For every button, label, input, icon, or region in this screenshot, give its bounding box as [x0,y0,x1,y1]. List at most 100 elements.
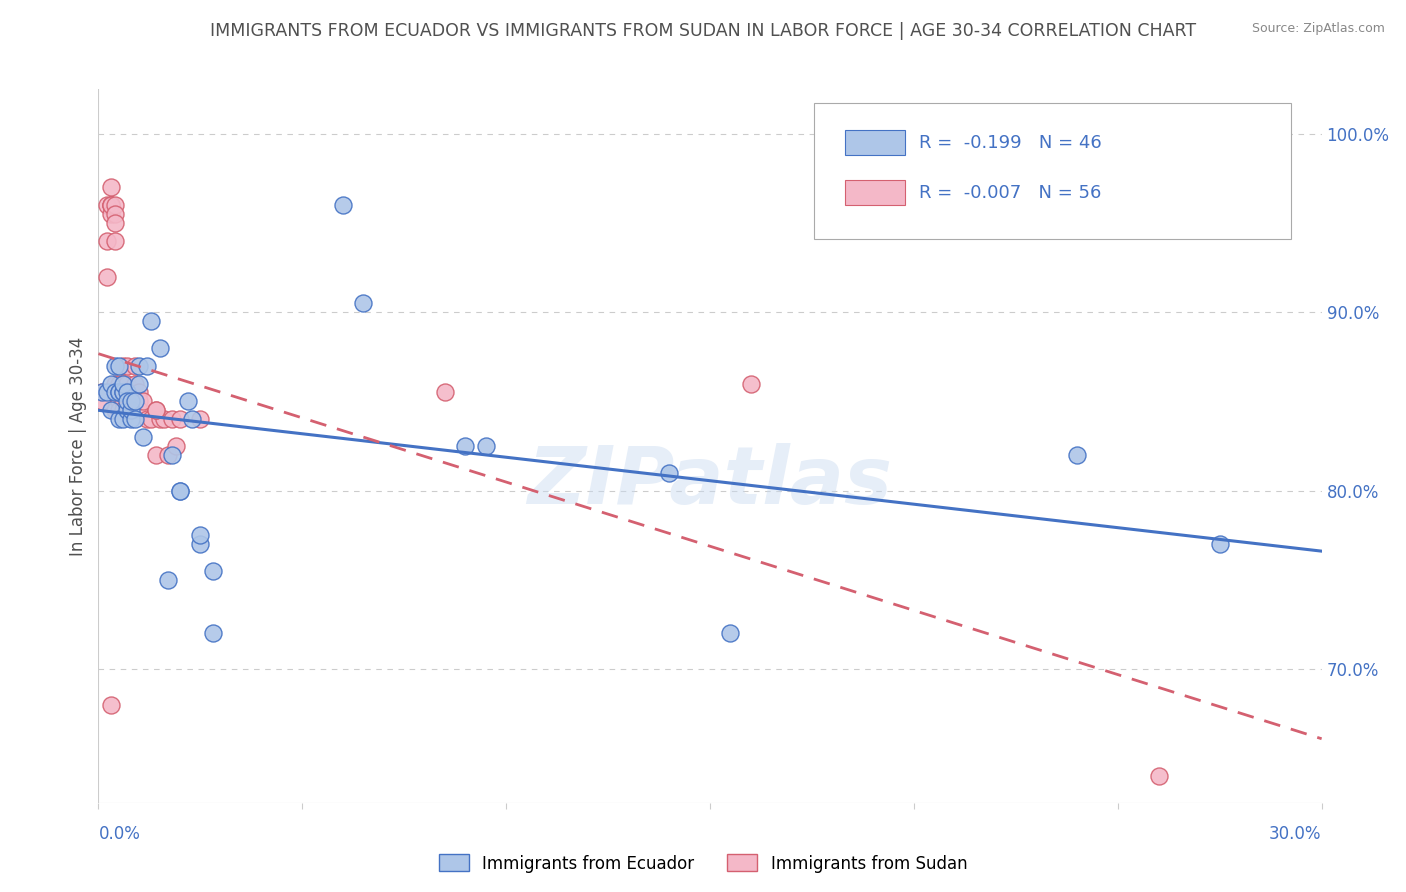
Point [104,359,127,373]
Point [111,385,134,400]
Point [115,376,138,391]
Point [104,198,127,212]
Point [152,412,174,426]
Point [111,412,134,426]
Point [108,403,131,417]
Point [141,412,163,426]
Point [128,394,150,409]
Point [474,439,498,453]
Point [160,448,183,462]
Point [188,537,212,551]
Point [120,403,142,417]
Point [120,394,142,409]
Point [100,376,122,391]
Point [201,564,224,578]
Point [128,376,150,391]
Point [115,385,138,400]
Point [740,376,762,391]
Point [145,403,167,417]
Point [100,698,122,712]
Point [115,359,138,373]
Text: R =  -0.199   N = 46: R = -0.199 N = 46 [920,134,1102,152]
Point [128,359,150,373]
Y-axis label: In Labor Force | Age 30-34: In Labor Force | Age 30-34 [69,336,87,556]
Point [145,403,167,417]
Bar [845,130,904,155]
Point [96,269,118,284]
Point [91,385,114,400]
Point [104,234,127,248]
Text: ZIPatlas: ZIPatlas [527,442,893,521]
Point [136,412,159,426]
Point [104,385,127,400]
Text: IMMIGRANTS FROM ECUADOR VS IMMIGRANTS FROM SUDAN IN LABOR FORCE | AGE 30-34 CORR: IMMIGRANTS FROM ECUADOR VS IMMIGRANTS FR… [209,22,1197,40]
FancyBboxPatch shape [814,103,1291,239]
Point [169,483,191,498]
Point [108,376,131,391]
Point [111,385,134,400]
Point [165,439,187,453]
Point [108,385,131,400]
Point [128,385,150,400]
Point [434,385,457,400]
Point [96,234,118,248]
Point [111,394,134,409]
Point [115,394,138,409]
Point [120,385,142,400]
Point [91,394,114,409]
Point [124,359,146,373]
Point [124,376,146,391]
Point [149,412,172,426]
Point [108,385,131,400]
Point [108,412,131,426]
Point [111,376,134,391]
Point [100,207,122,221]
Text: 30.0%: 30.0% [1270,825,1322,843]
Point [108,359,131,373]
Text: R =  -0.007   N = 56: R = -0.007 N = 56 [920,184,1101,202]
Point [108,385,131,400]
Point [1147,769,1170,783]
Point [181,412,204,426]
Point [120,403,142,417]
Point [658,466,681,480]
Point [201,626,224,640]
Point [188,412,212,426]
Point [108,385,131,400]
Point [108,385,131,400]
Point [111,376,134,391]
Point [91,385,114,400]
Text: 0.0%: 0.0% [98,825,141,843]
Point [332,198,354,212]
Point [115,385,138,400]
Point [115,403,138,417]
Point [136,359,159,373]
Point [149,341,172,355]
Point [120,412,142,426]
Point [124,394,146,409]
Point [1066,448,1088,462]
Point [128,403,150,417]
Point [720,626,742,640]
Point [111,385,134,400]
Text: Source: ZipAtlas.com: Source: ZipAtlas.com [1251,22,1385,36]
Point [1209,537,1232,551]
Point [108,394,131,409]
Point [145,448,167,462]
Point [132,430,155,444]
Point [169,483,191,498]
Point [169,412,191,426]
Point [111,359,134,373]
Point [141,314,163,328]
Point [104,216,127,230]
Point [454,439,477,453]
Point [156,573,179,587]
Point [177,394,200,409]
Point [104,376,127,391]
Point [96,198,118,212]
Point [352,296,374,310]
Point [100,403,122,417]
Bar [845,180,904,205]
Point [104,207,127,221]
Point [96,385,118,400]
